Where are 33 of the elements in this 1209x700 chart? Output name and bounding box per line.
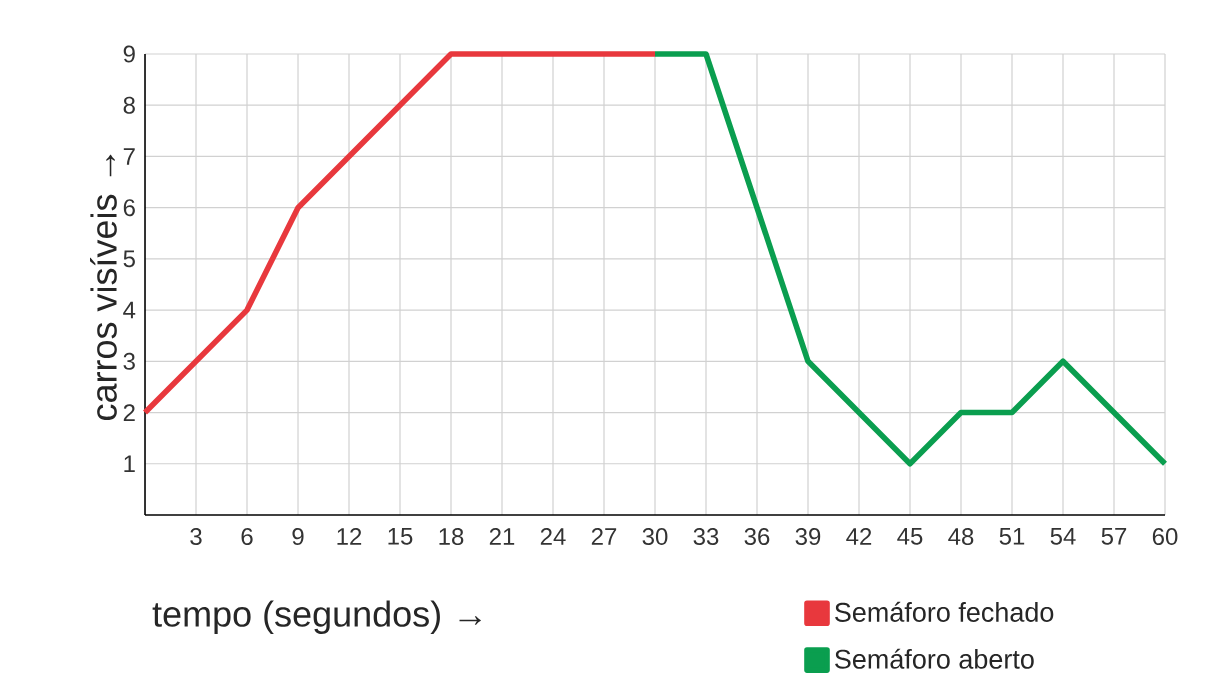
y-tick-label: 8 [123, 96, 135, 114]
x-tick-label: 6 [241, 528, 253, 546]
x-axis-title: tempo (segundos) → [152, 600, 481, 634]
y-tick-label: 3 [123, 352, 135, 370]
legend-label: Semáforo fechado [835, 601, 1054, 622]
x-tick-label: 21 [489, 528, 515, 545]
x-tick-label: 57 [1101, 528, 1127, 545]
x-tick-label: 39 [795, 528, 821, 546]
x-tick-label: 42 [846, 528, 872, 545]
y-axis-title: carros visíveis → [90, 154, 117, 420]
x-tick-label: 18 [439, 528, 464, 546]
x-tick-label: 12 [337, 528, 362, 545]
y-tick-label: 1 [124, 455, 135, 473]
x-tick-label: 48 [948, 528, 974, 546]
x-tick-label: 51 [999, 528, 1025, 545]
legend-label: Semáforo aberto [835, 648, 1034, 669]
y-tick-label: 5 [123, 250, 135, 268]
x-tick-label: 3 [190, 528, 202, 546]
y-tick-label: 9 [123, 45, 135, 63]
y-tick-label: 7 [123, 148, 135, 165]
x-tick-label: 36 [744, 528, 770, 546]
x-tick-label: 30 [642, 528, 668, 546]
x-tick-label: 15 [388, 528, 413, 545]
x-tick-label: 27 [591, 528, 617, 545]
x-tick-label: 54 [1050, 528, 1076, 545]
y-tick-label: 6 [123, 199, 135, 217]
y-tick-label: 2 [123, 404, 135, 421]
x-tick-label: 9 [292, 528, 304, 546]
x-tick-label: 45 [897, 528, 923, 545]
x-tick-label: 33 [693, 528, 719, 546]
x-tick-label: 60 [1152, 528, 1178, 546]
y-tick-label: 4 [123, 301, 136, 319]
x-tick-label: 24 [540, 528, 566, 545]
